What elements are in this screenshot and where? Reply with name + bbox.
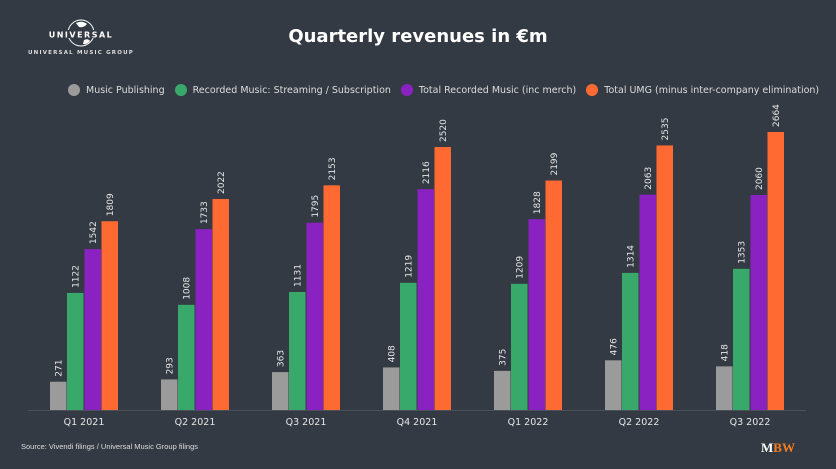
legend-label: Music Publishing (86, 84, 165, 96)
legend-dot (174, 84, 187, 96)
data-label: 2022 (217, 171, 227, 194)
data-label: 363 (277, 350, 287, 367)
legend-item: Music Publishing (68, 84, 165, 96)
x-tick-label: Q3 2021 (286, 417, 327, 428)
bar (545, 180, 562, 410)
x-tick-label: Q1 2022 (508, 417, 549, 428)
bar (511, 283, 528, 410)
data-label: 476 (610, 338, 620, 355)
x-tick-label: Q2 2021 (175, 417, 216, 428)
bar (195, 229, 212, 410)
data-label: 2520 (439, 119, 449, 142)
data-label: 1131 (294, 264, 304, 287)
data-label: 1795 (311, 195, 321, 218)
data-label: 1828 (533, 191, 543, 214)
bar (383, 367, 400, 410)
mbw-m: M (761, 440, 774, 455)
bar (750, 195, 767, 410)
data-label: 408 (388, 345, 398, 362)
data-label: 2153 (328, 157, 338, 180)
data-label: 375 (499, 349, 509, 366)
logo-subtitle: UNIVERSAL MUSIC GROUP (27, 50, 135, 56)
data-label: 418 (721, 344, 731, 361)
data-label: 2063 (644, 167, 654, 190)
legend-dot (586, 84, 599, 96)
data-label: 2535 (661, 118, 671, 141)
x-tick-label: Q4 2021 (397, 417, 438, 428)
bar (605, 360, 622, 410)
data-label: 293 (166, 357, 176, 374)
legend-label: Total UMG (minus inter-company eliminati… (604, 84, 820, 96)
data-label: 1008 (183, 277, 193, 300)
legend-dot (400, 84, 413, 96)
mbw-logo: MBW (761, 440, 795, 456)
data-label: 1733 (200, 201, 210, 224)
legend-item: Total Recorded Music (inc merch) (400, 84, 577, 96)
bar (272, 372, 289, 410)
bar (733, 268, 750, 410)
globe-icon: UNIVERSAL (48, 19, 114, 47)
bar (656, 145, 673, 410)
bar (212, 198, 229, 410)
data-label: 2116 (422, 161, 432, 184)
chart-title: Quarterly revenues in €m (288, 26, 548, 47)
data-label: 1209 (516, 256, 526, 279)
data-label: 1122 (72, 265, 82, 288)
data-label: 271 (55, 360, 65, 377)
legend-label: Total Recorded Music (inc merch) (418, 84, 577, 96)
logo-brand: UNIVERSAL (49, 31, 114, 40)
data-label: 1809 (106, 193, 116, 216)
bar (323, 185, 340, 410)
data-label: 1353 (738, 241, 748, 264)
source-note: Source: Vivendi filings / Universal Musi… (21, 442, 199, 451)
x-tick-label: Q1 2021 (64, 417, 105, 428)
bar (161, 379, 178, 410)
legend: Music Publishing Recorded Music: Streami… (68, 84, 819, 96)
x-tick-label: Q3 2022 (730, 417, 771, 428)
data-label: 2199 (550, 152, 560, 175)
bar (178, 304, 195, 410)
data-label: 1219 (405, 255, 415, 278)
x-tick-label: Q2 2022 (619, 417, 660, 428)
bar (494, 370, 511, 410)
bar (716, 366, 733, 410)
bar (101, 221, 118, 410)
bar (528, 219, 545, 410)
legend-item: Total UMG (minus inter-company eliminati… (586, 84, 819, 96)
bar (306, 222, 323, 410)
legend-item: Recorded Music: Streaming / Subscription (174, 84, 391, 96)
universal-logo: UNIVERSAL UNIVERSAL MUSIC GROUP (26, 16, 136, 56)
legend-label: Recorded Music: Streaming / Subscription (192, 84, 391, 96)
bar (67, 292, 84, 410)
data-label: 1542 (89, 221, 99, 244)
bar (417, 189, 434, 410)
bar (639, 194, 656, 410)
data-label: 1314 (627, 245, 637, 268)
bar (767, 132, 784, 410)
mbw-bw: BW (773, 440, 795, 455)
legend-dot (68, 84, 80, 96)
bar (84, 249, 101, 410)
bar (622, 272, 639, 410)
data-label: 2664 (772, 104, 782, 127)
bar (50, 381, 67, 410)
data-label: 2060 (755, 167, 765, 190)
bar (434, 147, 451, 410)
bar (400, 282, 417, 410)
bar (289, 291, 306, 410)
